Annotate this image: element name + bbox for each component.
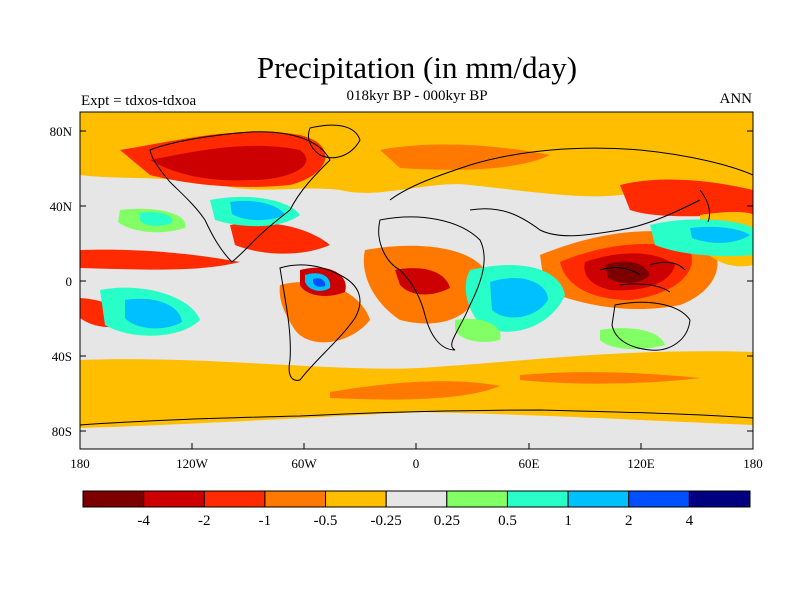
colorbar-swatch <box>264 490 327 508</box>
pacific-north-cyan <box>140 212 173 226</box>
australia-coast <box>611 301 691 351</box>
colorbar-swatch <box>325 490 387 508</box>
west-pacific-blue <box>690 226 750 243</box>
colorbar-label: -0.25 <box>371 513 402 529</box>
north-america-red <box>150 145 307 181</box>
colorbar <box>82 490 751 508</box>
y-tick-label: 80N <box>50 124 73 139</box>
colorbar-swatch <box>567 490 630 508</box>
experiment-label: Expt = tdxos-tdxoa <box>81 93 197 109</box>
colorbar-swatch <box>82 490 145 508</box>
colorbar-swatch <box>628 490 690 508</box>
eurasia-orange-1 <box>380 144 550 170</box>
south-america-coast <box>279 264 361 381</box>
amazon-darkblue <box>313 278 326 287</box>
japan-coast <box>699 189 711 223</box>
y-tick-label: 40N <box>50 199 73 214</box>
x-tick-label: 120E <box>627 456 655 471</box>
colorbar-label: -0.5 <box>314 513 338 529</box>
antarctica-coast <box>80 409 753 426</box>
x-tick-label: 180 <box>743 456 763 471</box>
x-tick-label: 60E <box>519 456 540 471</box>
x-tick-marks <box>79 443 754 449</box>
colorbar-swatch <box>506 490 569 508</box>
plot-subtitle: 018kyr BP - 000kyr BP <box>346 88 488 104</box>
colorbar-swatch <box>688 490 751 508</box>
maritime-core <box>605 261 650 283</box>
atlantic-north-blue <box>230 200 285 221</box>
colorbar-label: 2 <box>625 513 633 529</box>
south-pacific-blue <box>125 298 182 329</box>
north-america-coast <box>149 131 331 263</box>
colorbar-label: 4 <box>686 513 694 529</box>
colorbar-swatch <box>203 490 266 508</box>
x-tick-label: 120W <box>176 456 209 471</box>
x-tick-labels: 180 120W 60W 0 60E 120E 180 <box>70 456 763 471</box>
coastlines <box>80 124 753 426</box>
australia-green <box>600 328 665 350</box>
colorbar-label: 0.25 <box>434 513 460 529</box>
x-tick-label: 0 <box>413 456 420 471</box>
y-tick-label: 40S <box>52 349 72 364</box>
x-tick-label: 180 <box>70 456 90 471</box>
southern-ocean-band-3 <box>520 372 700 384</box>
southern-ocean-band-2 <box>330 381 500 400</box>
colorbar-label: 1 <box>564 513 572 529</box>
season-label: ANN <box>719 91 753 107</box>
colorbar-labels: -4 -2 -1 -0.5 -0.25 0.25 0.5 1 2 4 <box>137 513 693 529</box>
colorbar-label: 0.5 <box>498 513 517 529</box>
colorbar-label: -4 <box>137 513 150 529</box>
precip-field <box>80 112 753 449</box>
y-tick-labels: 80N 40N 0 40S 80S <box>50 124 73 439</box>
colorbar-label: -2 <box>198 513 211 529</box>
y-tick-label: 80S <box>52 424 72 439</box>
y-tick-marks <box>80 130 753 432</box>
colorbar-swatch <box>385 490 448 508</box>
colorbar-swatch <box>446 490 508 508</box>
africa-coast <box>378 216 485 351</box>
y-tick-label: 0 <box>66 274 73 289</box>
indonesia-coast <box>599 261 686 293</box>
colorbar-swatch <box>143 490 205 508</box>
colorbar-label: -1 <box>259 513 272 529</box>
europe-asia-coast <box>389 147 753 237</box>
indian-ocean-green <box>455 318 501 342</box>
greenland-coast <box>307 124 361 159</box>
east-pacific-red <box>80 249 240 270</box>
plot-title: Precipitation (in mm/day) <box>256 50 578 85</box>
east-asia-red <box>620 179 753 217</box>
africa-red-core <box>395 268 450 295</box>
indian-ocean-blue <box>490 278 548 318</box>
caribbean-red <box>230 222 330 254</box>
x-tick-label: 60W <box>291 456 317 471</box>
